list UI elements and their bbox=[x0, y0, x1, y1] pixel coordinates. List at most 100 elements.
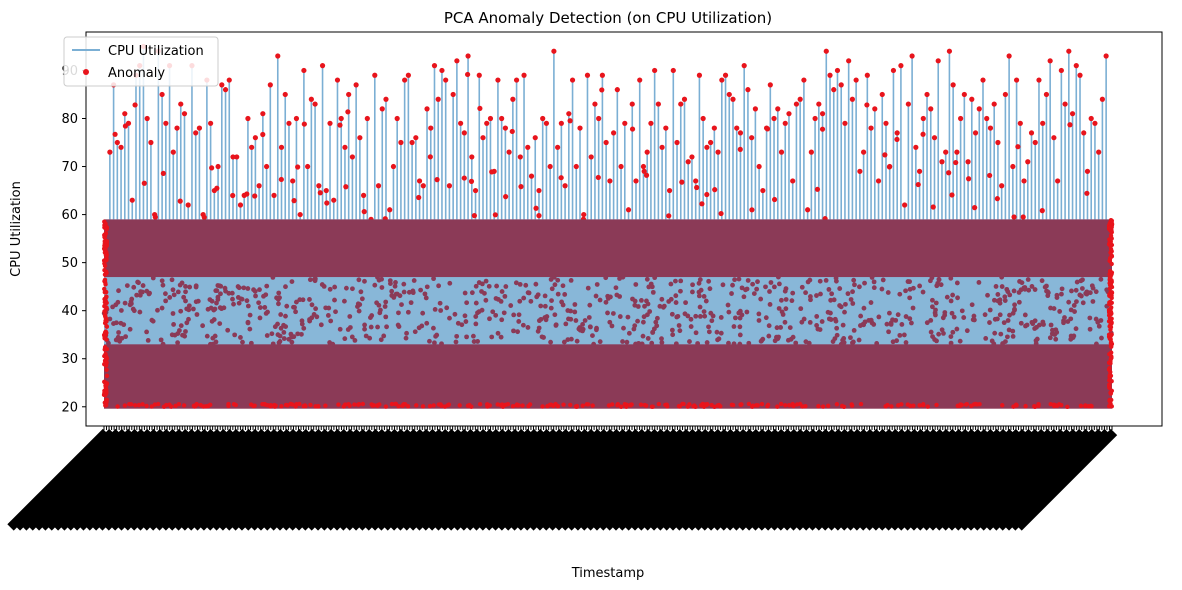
anomaly-point bbox=[991, 101, 997, 107]
anomaly-point bbox=[542, 303, 548, 309]
anomaly-point bbox=[935, 58, 941, 64]
anomaly-point bbox=[221, 305, 227, 311]
anomaly-point bbox=[239, 296, 245, 302]
anomaly-point bbox=[682, 311, 688, 317]
anomaly-point bbox=[178, 308, 184, 314]
anomaly-point bbox=[1002, 294, 1008, 300]
anomaly-point bbox=[669, 311, 675, 317]
anomaly-point bbox=[1077, 292, 1083, 298]
anomaly-point bbox=[681, 96, 688, 102]
anomaly-point bbox=[208, 120, 214, 126]
anomaly-point bbox=[538, 303, 544, 309]
anomaly-point bbox=[1095, 319, 1101, 325]
anomaly-point bbox=[1078, 403, 1084, 409]
anomaly-point bbox=[263, 163, 270, 170]
anomaly-point bbox=[1068, 336, 1074, 342]
anomaly-point bbox=[372, 72, 378, 78]
anomaly-point bbox=[132, 102, 138, 108]
anomaly-point bbox=[920, 289, 926, 295]
anomaly-point bbox=[872, 106, 878, 112]
anomaly-point bbox=[1108, 391, 1114, 396]
anomaly-point bbox=[455, 320, 461, 326]
anomaly-point bbox=[342, 298, 347, 304]
anomaly-point bbox=[1081, 130, 1087, 136]
anomaly-point bbox=[405, 404, 411, 409]
anomaly-point bbox=[428, 125, 434, 131]
anomaly-point bbox=[293, 309, 298, 315]
anomaly-point bbox=[171, 292, 177, 298]
anomaly-point bbox=[400, 403, 405, 409]
anomaly-point bbox=[954, 149, 960, 155]
anomaly-point bbox=[991, 341, 997, 347]
anomaly-point bbox=[734, 125, 740, 131]
anomaly-point bbox=[1005, 318, 1011, 323]
anomaly-point bbox=[1011, 214, 1017, 220]
anomaly-point bbox=[984, 115, 990, 122]
anomaly-point bbox=[592, 101, 598, 107]
anomaly-point bbox=[169, 277, 175, 283]
anomaly-point bbox=[840, 322, 846, 328]
anomaly-point bbox=[272, 324, 278, 330]
anomaly-point bbox=[104, 373, 110, 379]
anomaly-point bbox=[301, 121, 307, 127]
anomaly-point bbox=[774, 334, 779, 340]
anomaly-point bbox=[555, 144, 561, 150]
anomaly-point bbox=[479, 307, 485, 313]
anomaly-point bbox=[814, 186, 821, 192]
anomaly-point bbox=[1090, 299, 1096, 304]
anomaly-point bbox=[318, 322, 324, 328]
anomaly-point bbox=[299, 331, 304, 337]
anomaly-point bbox=[745, 278, 751, 283]
anomaly-point bbox=[711, 125, 717, 131]
anomaly-point bbox=[1092, 120, 1098, 126]
anomaly-point bbox=[159, 305, 165, 311]
anomaly-point bbox=[414, 403, 419, 408]
anomaly-point bbox=[542, 315, 548, 320]
anomaly-point bbox=[1109, 229, 1114, 235]
anomaly-point bbox=[495, 402, 500, 407]
anomaly-point bbox=[1028, 130, 1035, 136]
anomaly-point bbox=[783, 306, 789, 312]
anomaly-point bbox=[994, 196, 1000, 202]
anomaly-point bbox=[152, 402, 158, 407]
anomaly-point bbox=[1074, 299, 1079, 304]
anomaly-point bbox=[1087, 326, 1093, 332]
anomaly-point bbox=[817, 327, 823, 333]
anomaly-point bbox=[1109, 284, 1115, 290]
anomaly-point bbox=[394, 115, 400, 122]
anomaly-point bbox=[593, 293, 599, 299]
anomaly-point bbox=[562, 292, 568, 297]
anomaly-point bbox=[607, 178, 613, 184]
anomaly-point bbox=[458, 120, 464, 126]
anomaly-point bbox=[755, 279, 760, 285]
anomaly-point bbox=[987, 125, 994, 131]
anomaly-point bbox=[1039, 278, 1045, 284]
anomaly-point bbox=[397, 293, 403, 299]
anomaly-point bbox=[404, 330, 409, 336]
anomaly-point bbox=[260, 131, 266, 138]
anomaly-point bbox=[357, 135, 363, 141]
anomaly-point bbox=[934, 402, 939, 408]
anomaly-point bbox=[170, 149, 176, 155]
anomaly-point bbox=[874, 341, 880, 346]
anomaly-point bbox=[114, 139, 120, 146]
anomaly-point bbox=[159, 91, 165, 98]
anomaly-point bbox=[691, 404, 696, 409]
anomaly-point bbox=[888, 321, 894, 327]
anomaly-point bbox=[160, 341, 166, 347]
anomaly-point bbox=[949, 310, 955, 316]
anomaly-point bbox=[510, 403, 516, 409]
anomaly-point bbox=[588, 154, 594, 160]
anomaly-point bbox=[387, 207, 393, 213]
anomaly-point bbox=[122, 403, 128, 408]
anomaly-point bbox=[552, 312, 558, 318]
anomaly-point bbox=[577, 125, 583, 131]
anomaly-point bbox=[573, 318, 579, 323]
anomaly-point bbox=[849, 402, 854, 407]
anomaly-point bbox=[825, 403, 831, 408]
anomaly-point bbox=[746, 401, 752, 407]
anomaly-point bbox=[375, 324, 380, 330]
anomaly-point bbox=[561, 402, 566, 407]
anomaly-point bbox=[249, 144, 255, 150]
anomaly-point bbox=[113, 320, 119, 326]
